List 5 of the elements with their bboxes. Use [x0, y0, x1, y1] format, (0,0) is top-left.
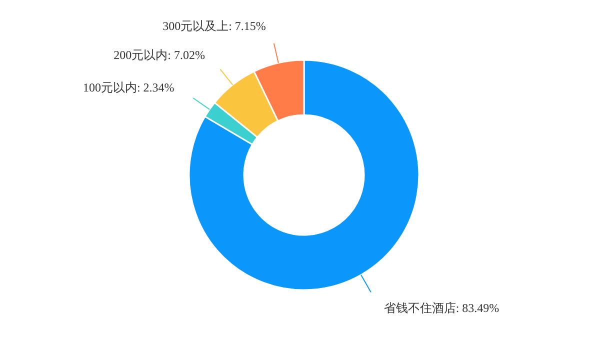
donut-slice: [188, 59, 420, 291]
slice-label: 省钱不住酒店: 83.49%: [384, 300, 500, 315]
slice-label: 300元以及上: 7.15%: [162, 18, 266, 33]
slice-label: 100元以内: 2.34%: [82, 80, 174, 95]
slice-label: 200元以内: 7.02%: [114, 48, 206, 62]
